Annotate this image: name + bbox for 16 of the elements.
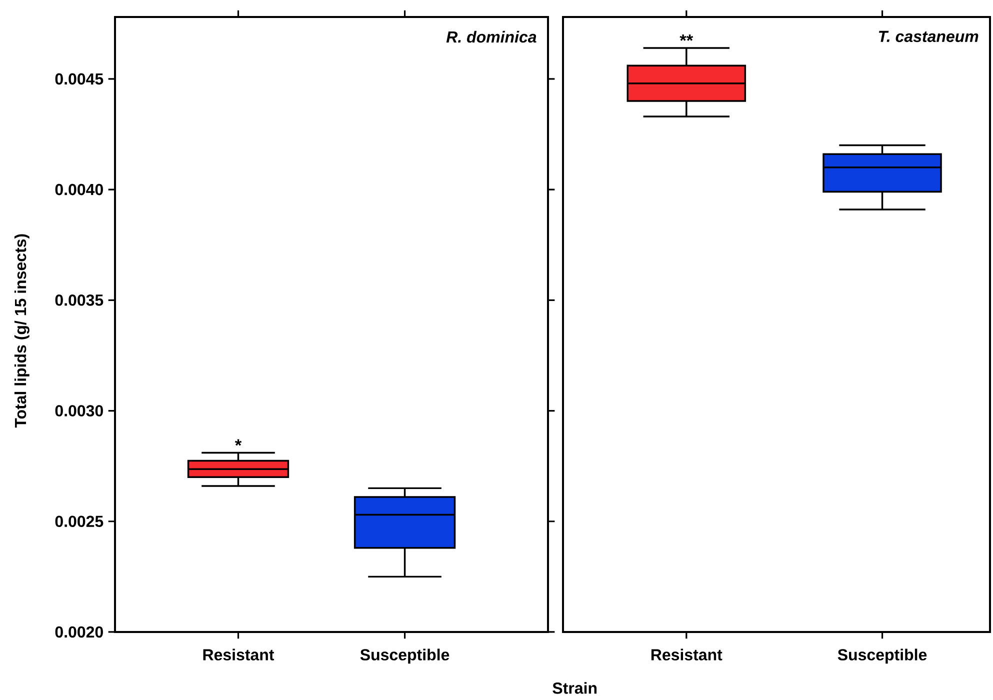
text: T. castaneum [878, 30, 978, 42]
y-tick-label: 0.0035 [55, 294, 104, 306]
x-axis-title: Strain [552, 682, 597, 694]
x-tick-label: Resistant [203, 648, 274, 660]
y-axis-title: Total lipids (g/ 15 insects) [14, 234, 30, 428]
y-tick-label: 0.0020 [55, 626, 103, 638]
y-tick-label: 0.0030 [55, 405, 103, 416]
y-tick-label: 0.0045 [55, 73, 104, 85]
text: R. dominica [446, 30, 536, 43]
annotation: * [234, 439, 242, 446]
y-tick-label: 0.0025 [55, 516, 104, 528]
annotation: ** [680, 34, 694, 41]
x-tick-label: Susceptible [360, 648, 450, 664]
y-tick-label: 0.0040 [55, 184, 103, 196]
x-tick-label: Resistant [651, 648, 722, 660]
x-tick-label: Susceptible [838, 648, 927, 664]
